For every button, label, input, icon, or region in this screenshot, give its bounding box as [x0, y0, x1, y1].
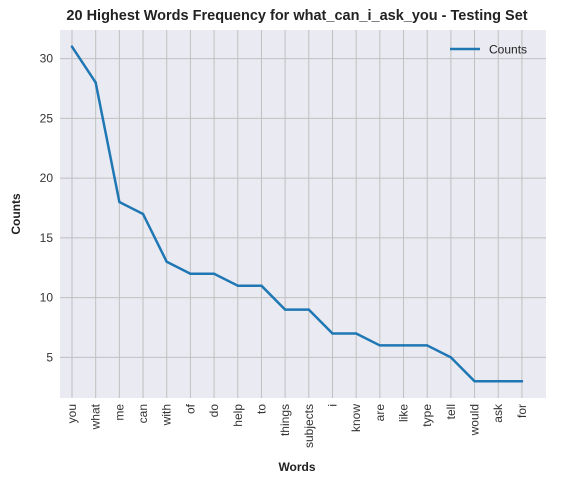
data-point: [378, 344, 382, 347]
data-point: [236, 284, 239, 287]
y-tick-label: 25: [40, 111, 54, 125]
data-point: [449, 356, 453, 359]
plot-area: [60, 30, 546, 398]
data-point: [307, 308, 310, 311]
legend-label: Counts: [489, 43, 527, 57]
data-point: [331, 332, 334, 335]
series-line: [70, 45, 524, 383]
x-tick-label: would: [468, 404, 482, 436]
x-tick-label: for: [515, 404, 529, 418]
x-tick-label: are: [373, 404, 387, 422]
x-tick-label: can: [136, 404, 150, 423]
x-tick-label: type: [420, 404, 434, 427]
x-tick-label: tell: [444, 404, 458, 419]
data-point: [94, 81, 97, 84]
x-tick-label: subjects: [302, 404, 316, 448]
y-tick-label: 20: [40, 171, 54, 185]
data-point: [260, 284, 263, 287]
data-point: [497, 380, 500, 383]
x-tick-label: me: [112, 404, 126, 421]
x-axis-ticks: you what me can with of do help to things subjects…: [65, 403, 529, 448]
x-tick-label: know: [349, 404, 363, 432]
y-axis-ticks: 5 10 15 20 25 30: [40, 52, 54, 365]
data-point: [141, 212, 145, 216]
x-tick-label: i: [325, 404, 339, 407]
y-tick-label: 30: [40, 52, 54, 66]
grid-lines: [60, 30, 546, 398]
legend: Counts: [450, 43, 527, 57]
series-group: [70, 45, 524, 383]
x-tick-label: help: [231, 404, 245, 427]
x-tick-label: with: [160, 404, 174, 426]
x-axis-label: Words: [278, 460, 315, 474]
data-point: [70, 45, 74, 48]
x-tick-label: you: [65, 404, 79, 423]
x-tick-label: of: [183, 403, 197, 414]
x-tick-label: things: [278, 404, 292, 436]
data-point: [354, 332, 358, 335]
data-point: [118, 200, 121, 204]
data-point: [426, 344, 429, 347]
x-tick-label: do: [207, 404, 221, 418]
data-point: [520, 380, 524, 383]
x-tick-label: to: [254, 404, 268, 414]
y-axis-label: Counts: [9, 193, 23, 235]
y-tick-label: 5: [46, 350, 53, 364]
data-point: [189, 272, 192, 275]
y-tick-label: 10: [40, 291, 54, 305]
data-point: [283, 308, 287, 311]
x-tick-label: like: [397, 404, 411, 422]
data-point: [402, 344, 405, 347]
data-point: [165, 260, 168, 263]
data-point: [473, 380, 476, 383]
y-tick-label: 15: [40, 231, 54, 245]
chart-title: 20 Highest Words Frequency for what_can_…: [66, 8, 527, 24]
x-tick-label: what: [89, 403, 103, 430]
data-point: [212, 272, 216, 275]
x-tick-label: ask: [491, 403, 505, 423]
